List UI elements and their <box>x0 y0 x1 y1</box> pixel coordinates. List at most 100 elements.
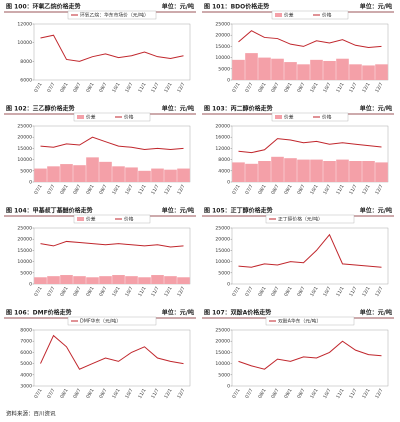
x-tick-label: 07/1 <box>33 82 43 94</box>
y-tick-label: 4000 <box>20 372 32 378</box>
x-tick-label: 11/1 <box>137 388 147 400</box>
x-tick-label: 09/7 <box>296 286 306 298</box>
bar <box>375 64 388 80</box>
x-tick-label: 09/1 <box>283 184 293 196</box>
x-tick-label: 09/7 <box>296 82 306 94</box>
legend-box <box>271 112 349 122</box>
legend-label: 正丁醇价格（元/吨） <box>278 216 323 223</box>
x-tick-label: 12/1 <box>163 388 173 400</box>
x-tick-label: 12/7 <box>374 82 384 94</box>
x-tick-label: 10/7 <box>322 286 332 298</box>
y-tick-label: 12000 <box>215 146 230 152</box>
line-series <box>238 233 382 268</box>
y-tick-label: 20000 <box>215 237 230 243</box>
x-tick-label: 08/1 <box>257 82 267 94</box>
legend-swatch <box>77 115 84 119</box>
y-tick-label: 5000 <box>20 270 32 276</box>
bar <box>336 58 349 80</box>
x-tick-label: 08/1 <box>59 82 69 94</box>
bar <box>284 158 297 182</box>
bar <box>73 276 86 284</box>
x-tick-label: 07/7 <box>244 388 254 400</box>
x-tick-label: 08/7 <box>72 388 82 400</box>
figure-unit: 单位：元/吨 <box>360 207 392 215</box>
legend-label: 价差 <box>284 114 294 121</box>
legend-box <box>271 10 349 20</box>
y-tick-label: 6000 <box>20 78 32 84</box>
x-tick-label: 11/1 <box>335 184 345 196</box>
x-tick-label: 12/7 <box>176 184 186 196</box>
bar <box>245 53 258 80</box>
x-tick-label: 12/1 <box>163 82 173 94</box>
y-tick-label: 3000 <box>20 384 32 390</box>
y-tick-label: 10000 <box>215 361 230 367</box>
x-tick-label: 08/1 <box>59 184 69 196</box>
x-tick-label: 08/1 <box>59 286 69 298</box>
x-tick-label: 11/7 <box>150 82 160 94</box>
y-tick-label: 15000 <box>215 350 230 356</box>
bar <box>112 166 125 182</box>
x-tick-label: 07/1 <box>33 184 43 196</box>
x-tick-label: 12/1 <box>361 388 371 400</box>
figure-caption: 图 100：环氧乙烷价格走势 <box>6 3 81 11</box>
x-tick-label: 08/1 <box>257 184 267 196</box>
y-tick-label: 8000 <box>20 328 32 334</box>
legend-label: 双酚A华东（元/吨） <box>278 318 321 325</box>
bar <box>47 276 60 284</box>
y-tick-label: 5000 <box>20 361 32 367</box>
y-tick-label: 10000 <box>215 259 230 265</box>
x-tick-label: 11/1 <box>137 82 147 94</box>
y-tick-label: 0 <box>29 282 32 288</box>
x-tick-label: 07/7 <box>46 388 56 400</box>
bar <box>297 159 310 182</box>
bar <box>362 161 375 182</box>
x-tick-label: 07/7 <box>46 286 56 298</box>
figure-unit: 单位：元/吨 <box>360 3 392 11</box>
x-tick-label: 08/7 <box>72 184 82 196</box>
x-tick-label: 08/7 <box>270 388 280 400</box>
x-tick-label: 11/7 <box>348 286 358 298</box>
legend-label: 价格 <box>124 216 134 223</box>
x-tick-label: 09/7 <box>296 184 306 196</box>
line-series <box>40 240 184 248</box>
legend-box <box>265 214 355 224</box>
x-tick-label: 12/1 <box>163 286 173 298</box>
y-tick-label: 6000 <box>20 350 32 356</box>
x-tick-label: 10/7 <box>322 82 332 94</box>
y-tick-label: 20000 <box>215 33 230 39</box>
plot-frame <box>33 23 191 81</box>
bar <box>99 276 112 284</box>
figure-caption: 图 106：DMF价格走势 <box>6 309 72 317</box>
bar <box>284 62 297 80</box>
y-tick-label: 25000 <box>215 226 230 232</box>
x-tick-label: 12/1 <box>361 184 371 196</box>
y-tick-label: 25000 <box>215 22 230 28</box>
bar <box>323 161 336 182</box>
x-tick-label: 09/1 <box>283 286 293 298</box>
legend-label: 价差 <box>284 12 294 19</box>
figure-caption: 图 103：丙二醇价格走势 <box>204 105 273 113</box>
x-tick-label: 12/7 <box>176 82 186 94</box>
x-tick-label: 08/7 <box>72 82 82 94</box>
figure-caption: 图 105：正丁醇价格走势 <box>204 207 273 215</box>
y-tick-label: 8000 <box>20 59 32 65</box>
figure-unit: 单位：元/吨 <box>360 309 392 317</box>
x-tick-label: 07/1 <box>231 286 241 298</box>
y-tick-label: 5000 <box>218 66 230 72</box>
bar <box>362 65 375 80</box>
x-tick-label: 07/1 <box>33 286 43 298</box>
x-tick-label: 07/7 <box>244 184 254 196</box>
figure-unit: 单位：元/吨 <box>162 3 194 11</box>
x-tick-label: 11/7 <box>150 388 160 400</box>
bar <box>164 169 177 182</box>
x-tick-label: 11/7 <box>348 184 358 196</box>
bar <box>258 161 271 182</box>
x-tick-label: 10/7 <box>322 184 332 196</box>
bar <box>375 162 388 182</box>
y-tick-label: 5000 <box>218 270 230 276</box>
x-tick-label: 12/7 <box>374 388 384 400</box>
y-tick-label: 0 <box>227 282 230 288</box>
y-tick-label: 8000 <box>218 157 230 163</box>
bar <box>60 275 73 284</box>
